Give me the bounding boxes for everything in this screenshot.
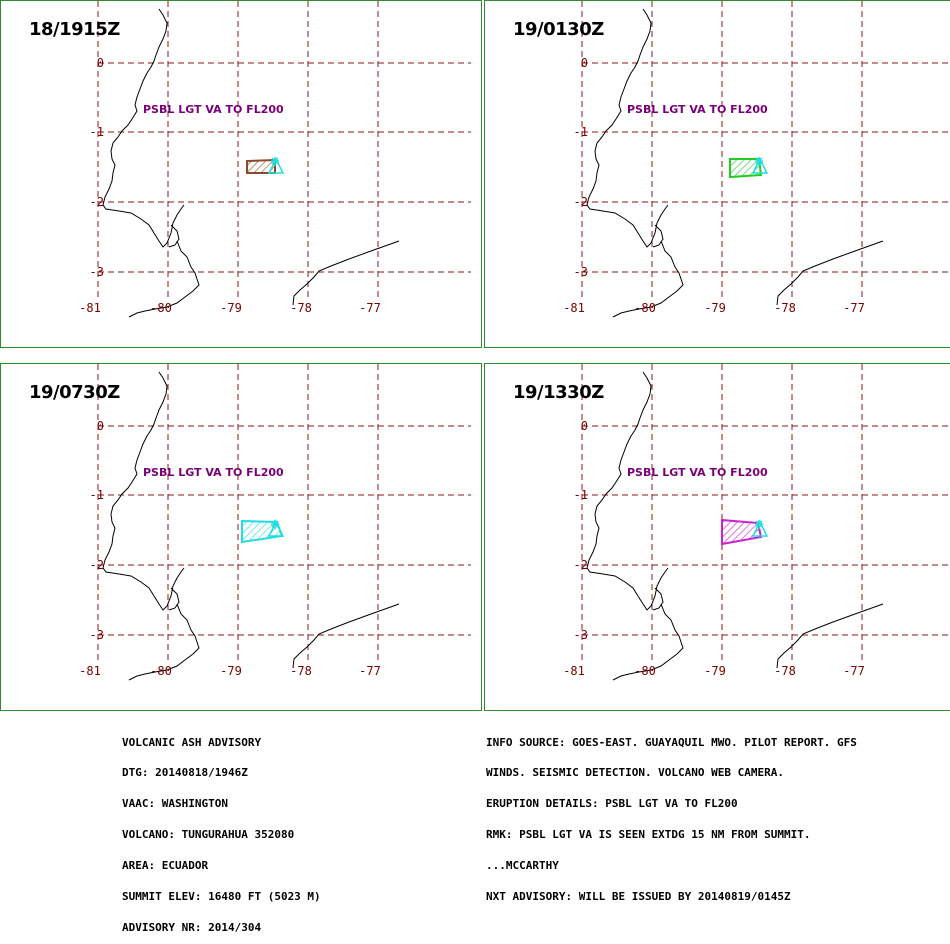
latitude-label: -1: [574, 488, 588, 502]
volcano-triangle-icon: [751, 157, 769, 174]
map-canvas: 0 -1 -2 -3 -81 -80 -79 -78 -77: [563, 364, 950, 681]
panel-time: 19/0130Z: [513, 19, 604, 40]
latitude-label: -2: [574, 558, 588, 572]
longitude-label: -77: [359, 664, 381, 678]
advisory-line: DTG: 20140818/1946Z: [122, 766, 248, 780]
volcano-star-icon: [755, 157, 763, 166]
longitude-label: -79: [220, 664, 242, 678]
longitude-label: -81: [563, 301, 585, 315]
panel-time: 19/0730Z: [29, 382, 120, 403]
latitude-label: -2: [574, 195, 588, 209]
latitude-label: -1: [90, 125, 104, 139]
longitude-label: -78: [290, 664, 312, 678]
longitude-label: -79: [220, 301, 242, 315]
volcano-star-icon: [755, 520, 763, 529]
longitude-label: -78: [774, 301, 796, 315]
longitude-label: -80: [150, 664, 172, 678]
latitude-label: -3: [90, 628, 104, 642]
longitude-label: -78: [290, 301, 312, 315]
volcano-triangle-icon: [267, 520, 285, 537]
advisory-left: VOLCANIC ASH ADVISORY DTG: 20140818/1946…: [122, 717, 321, 944]
latitude-label: -3: [574, 628, 588, 642]
longitude-label: -77: [843, 664, 865, 678]
advisory-line: ADVISORY NR: 2014/304: [122, 920, 262, 934]
advisory-line: ...MCCARTHY: [486, 859, 559, 873]
advisory-line: AREA: ECUADOR: [122, 859, 209, 873]
latitude-label: -2: [90, 195, 104, 209]
advisory-right: INFO SOURCE: GOES-EAST. GUAYAQUIL MWO. P…: [486, 717, 857, 913]
volcano-triangle-icon: [751, 520, 769, 537]
map-panel-1: 0 -1 -2 -3 -81 -80 -79 -78 -77 18/1915Z PSBL LGT…: [0, 0, 482, 348]
ash-label: PSBL LGT VA TO FL200: [627, 466, 768, 479]
border-line: [292, 240, 400, 306]
latitude-label: 0: [581, 419, 588, 433]
coastline: [102, 8, 200, 318]
advisory-line: NXT ADVISORY: WILL BE ISSUED BY 20140819…: [486, 890, 791, 904]
map-panel-2: 0 -1 -2 -3 -81 -80 -79 -78 -77 19/0130Z PSBL LGT…: [484, 0, 950, 348]
map-panel-3: 0 -1 -2 -3 -81 -80 -79 -78 -77 19/0730Z PSBL LGT…: [0, 363, 482, 711]
advisory-line: RMK: PSBL LGT VA IS SEEN EXTDG 15 NM FRO…: [486, 828, 811, 842]
volcano-triangle-icon: [267, 157, 285, 174]
latitude-label: -3: [90, 265, 104, 279]
coastline: [102, 371, 200, 681]
coastline: [586, 371, 684, 681]
advisory-line: VAAC: WASHINGTON: [122, 797, 228, 811]
longitude-label: -81: [79, 301, 101, 315]
border-line: [776, 603, 884, 669]
advisory-line: WINDS. SEISMIC DETECTION. VOLCANO WEB CA…: [486, 766, 785, 780]
latitude-label: -2: [90, 558, 104, 572]
panel-time: 18/1915Z: [29, 19, 120, 40]
border-line: [292, 603, 400, 669]
longitude-label: -81: [79, 664, 101, 678]
latitude-label: -1: [90, 488, 104, 502]
ash-label: PSBL LGT VA TO FL200: [143, 103, 284, 116]
ash-label: PSBL LGT VA TO FL200: [627, 103, 768, 116]
coastline: [586, 8, 684, 318]
longitude-label: -77: [359, 301, 381, 315]
longitude-label: -78: [774, 664, 796, 678]
latitude-label: 0: [97, 56, 104, 70]
advisory-line: INFO SOURCE: GOES-EAST. GUAYAQUIL MWO. P…: [486, 735, 857, 749]
advisory-line: VOLCANIC ASH ADVISORY: [122, 735, 262, 749]
longitude-label: -77: [843, 301, 865, 315]
longitude-label: -80: [634, 664, 656, 678]
longitude-label: -79: [704, 664, 726, 678]
longitude-label: -79: [704, 301, 726, 315]
map-canvas: 0 -1 -2 -3 -81 -80 -79 -78 -77: [79, 364, 471, 681]
longitude-label: -80: [150, 301, 172, 315]
advisory-line: SUMMIT ELEV: 16480 FT (5023 M): [122, 890, 321, 904]
latitude-label: -1: [574, 125, 588, 139]
panel-time: 19/1330Z: [513, 382, 604, 403]
ash-area: [721, 518, 763, 546]
latitude-label: 0: [581, 56, 588, 70]
volcano-star-icon: [271, 157, 279, 166]
advisory-line: VOLCANO: TUNGURAHUA 352080: [122, 828, 295, 842]
ash-label: PSBL LGT VA TO FL200: [143, 466, 284, 479]
map-canvas: 0 -1 -2 -3 -81 -80 -79 -78 -77: [563, 1, 950, 318]
map-canvas: 0 -1 -2 -3 -81 -80 -79 -78 -77: [79, 1, 471, 318]
latitude-label: -3: [574, 265, 588, 279]
volcano-star-icon: [271, 520, 279, 529]
map-panel-4: 0 -1 -2 -3 -81 -80 -79 -78 -77 19/1330Z PSBL LGT…: [484, 363, 950, 711]
border-line: [776, 240, 884, 306]
latitude-label: 0: [97, 419, 104, 433]
longitude-label: -80: [634, 301, 656, 315]
advisory-line: ERUPTION DETAILS: PSBL LGT VA TO FL200: [486, 797, 738, 811]
longitude-label: -81: [563, 664, 585, 678]
